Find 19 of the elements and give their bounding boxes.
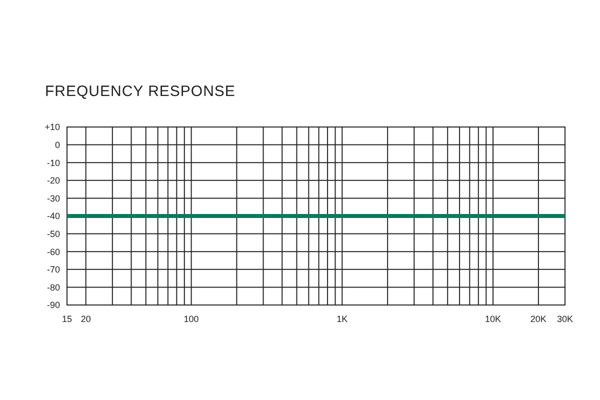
x-tick-label: 10K [485, 314, 502, 324]
y-tick-label: -10 [46, 158, 60, 168]
x-tick-label: 30K [556, 314, 574, 324]
x-tick-label: 1K [336, 314, 348, 324]
y-tick-label: -40 [46, 211, 60, 222]
y-tick-label: -50 [46, 228, 60, 239]
y-tick-label: -60 [46, 246, 60, 257]
y-tick-label: +10 [44, 122, 60, 132]
y-tick-label: 0 [54, 140, 60, 150]
y-tick-label: -70 [46, 264, 60, 275]
x-tick-label: 20 [80, 314, 91, 324]
x-tick-label: 100 [184, 314, 199, 324]
y-tick-label: -30 [46, 193, 60, 204]
x-tick-label: 20K [530, 314, 546, 324]
x-tick-label: 15 [62, 314, 72, 324]
chart-title: FREQUENCY RESPONSE [45, 83, 236, 100]
y-tick-label: -90 [46, 300, 60, 310]
y-tick-label: -80 [46, 282, 60, 292]
y-tick-label: -20 [46, 176, 60, 186]
